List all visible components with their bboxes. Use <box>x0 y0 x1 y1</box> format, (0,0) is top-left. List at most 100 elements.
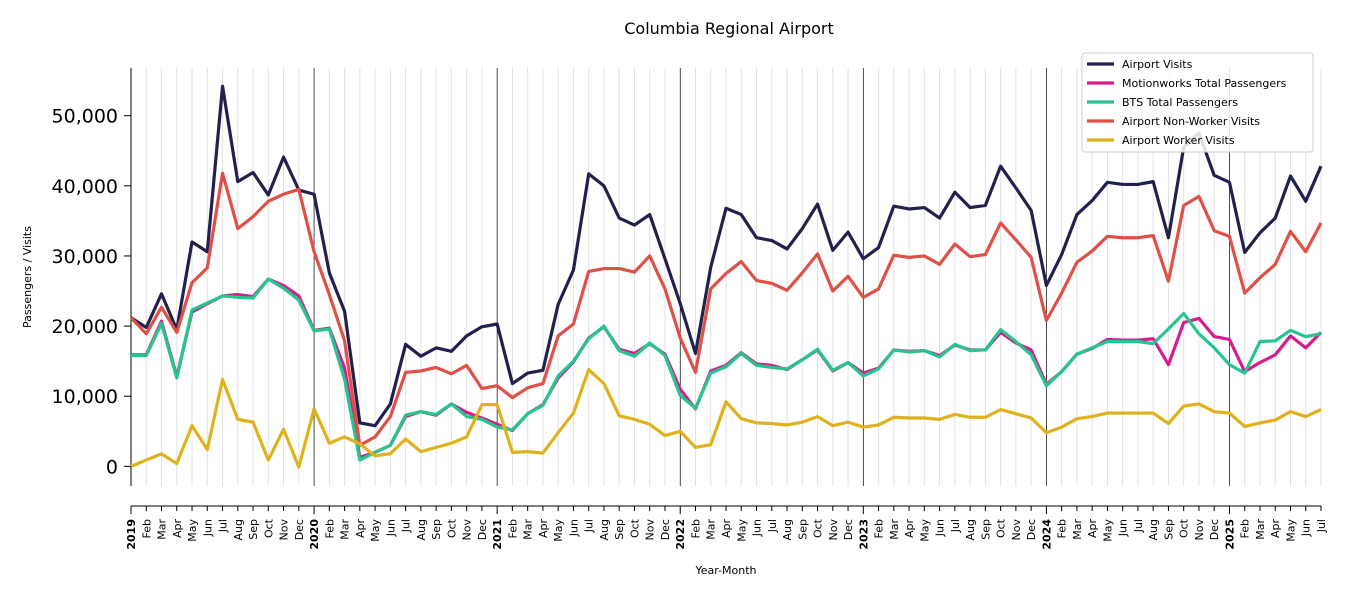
x-tick-label: Nov <box>1193 519 1206 541</box>
x-tick-label: Mar <box>1071 519 1084 540</box>
x-tick-label: Mar <box>1254 519 1267 540</box>
x-tick-label: Feb <box>689 519 702 538</box>
x-tick-label: Apr <box>1269 519 1282 539</box>
x-tick-label: Mar <box>522 519 535 540</box>
x-tick-label: Jun <box>1300 519 1313 537</box>
x-tick-label: Aug <box>1147 519 1160 540</box>
x-tick-label: Apr <box>720 519 733 539</box>
x-tick-label: May <box>1284 519 1297 542</box>
chart-title: Columbia Regional Airport <box>624 19 834 38</box>
series-lines <box>129 84 1323 469</box>
x-tick-label: Sep <box>247 519 260 540</box>
x-tick-label: Oct <box>812 518 825 538</box>
x-tick-label: Feb <box>1056 519 1069 538</box>
x-tick-label: 2019 <box>125 519 138 550</box>
x-tick-label: Aug <box>415 519 428 540</box>
x-tick-label: Jul <box>217 519 230 533</box>
x-tick-label: Jun <box>934 519 947 537</box>
x-tick-label: Mar <box>888 519 901 540</box>
x-tick-label: Feb <box>1239 519 1252 538</box>
series-line-bts-total-passengers <box>131 277 1322 462</box>
x-tick-label: Oct <box>445 518 458 538</box>
x-tick-label: Nov <box>827 519 840 541</box>
x-tick-label: May <box>1101 519 1114 542</box>
x-tick-label: Jun <box>567 519 580 537</box>
x-tick-label: Oct <box>1178 518 1191 538</box>
y-tick-label: 20,000 <box>52 316 118 338</box>
y-tick-label: 50,000 <box>52 106 118 128</box>
x-tick-label: Mar <box>156 519 169 540</box>
x-tick-label: May <box>369 519 382 542</box>
x-tick-label: Aug <box>232 519 245 540</box>
x-tick-label: Jul <box>766 519 779 533</box>
x-tick-label: May <box>186 519 199 542</box>
x-tick-label: Sep <box>1162 519 1175 540</box>
x-tick-label: Feb <box>506 519 519 538</box>
legend-box <box>1081 52 1314 153</box>
y-tick-label: 30,000 <box>52 246 118 268</box>
x-tick-label: Sep <box>613 519 626 540</box>
x-ticks: 2019 Feb Mar Apr May Jun Jul Aug Sep Oct Nov Dec 202… <box>125 506 1328 550</box>
x-tick-label: Apr <box>354 519 367 539</box>
x-tick-label: Mar <box>705 519 718 540</box>
x-tick-label: Apr <box>171 519 184 539</box>
legend-label: Airport Non-Worker Visits <box>1122 115 1260 128</box>
x-tick-label: Dec <box>293 519 306 540</box>
x-tick-label: Dec <box>1025 519 1038 540</box>
x-tick-label: May <box>552 519 565 542</box>
x-tick-label: Dec <box>476 519 489 540</box>
x-tick-label: Dec <box>659 519 672 540</box>
x-tick-label: Nov <box>278 519 291 541</box>
x-tick-label: Aug <box>598 519 611 540</box>
x-tick-label: Jul <box>1315 519 1328 533</box>
legend-label: Airport Worker Visits <box>1122 134 1235 147</box>
x-tick-label: Jul <box>1132 519 1145 533</box>
x-tick-label: Feb <box>873 519 886 538</box>
x-tick-label: Sep <box>796 519 809 540</box>
x-tick-label: Nov <box>644 519 657 541</box>
y-axis-label: Passengers / Visits <box>21 226 34 328</box>
x-tick-label: Dec <box>1208 519 1221 540</box>
x-tick-label: Feb <box>323 519 336 538</box>
x-axis-label: Year-Month <box>694 564 756 577</box>
x-tick-label: Sep <box>430 519 443 540</box>
x-tick-label: Oct <box>995 518 1008 538</box>
x-tick-label: Jun <box>1117 519 1130 537</box>
series-line-airport-visits <box>130 84 1323 428</box>
series-line-airport-worker-visits <box>130 367 1322 469</box>
y-ticks: 0 10,000 20,000 30,000 40,000 50,000 <box>52 106 131 478</box>
x-tick-label: Sep <box>979 519 992 540</box>
x-tick-label: Jul <box>949 519 962 533</box>
legend-label: BTS Total Passengers <box>1122 96 1238 109</box>
x-tick-label: 2020 <box>308 519 321 550</box>
x-tick-label: Apr <box>1086 519 1099 539</box>
x-tick-label: Jun <box>201 519 214 537</box>
x-tick-label: Nov <box>1010 519 1023 541</box>
x-tick-label: Jun <box>751 519 764 537</box>
legend-label: Airport Visits <box>1122 58 1193 71</box>
x-tick-label: Apr <box>903 519 916 539</box>
series-line-airport-non-worker-visits <box>129 171 1323 447</box>
x-tick-label: 2025 <box>1223 519 1236 550</box>
y-tick-label: 10,000 <box>52 386 118 408</box>
y-tick-label: 0 <box>106 456 118 478</box>
x-tick-label: Jul <box>583 519 596 533</box>
legend: Airport Visits Motionworks Total Passenge… <box>1081 52 1314 153</box>
x-tick-label: Oct <box>628 518 641 538</box>
x-tick-label: Jun <box>384 519 397 537</box>
x-tick-label: Dec <box>842 519 855 540</box>
y-tick-label: 40,000 <box>52 176 118 198</box>
x-tick-label: Oct <box>262 518 275 538</box>
x-tick-label: 2022 <box>674 519 687 550</box>
legend-label: Motionworks Total Passengers <box>1122 77 1287 90</box>
x-tick-label: 2021 <box>491 519 504 550</box>
x-tick-label: Jul <box>400 519 413 533</box>
x-tick-label: Apr <box>537 519 550 539</box>
x-tick-label: Aug <box>964 519 977 540</box>
x-tick-label: 2023 <box>857 519 870 550</box>
x-tick-label: Mar <box>339 519 352 540</box>
x-tick-label: Aug <box>781 519 794 540</box>
x-tick-label: Feb <box>140 519 153 538</box>
x-tick-label: Nov <box>461 519 474 541</box>
